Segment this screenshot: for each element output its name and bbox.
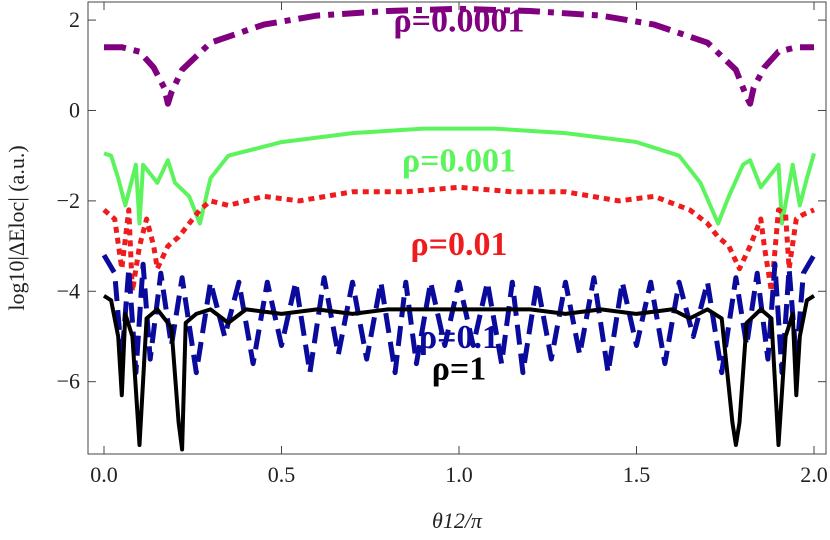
x-tick-label: 1.5 bbox=[623, 462, 651, 487]
y-axis-ticks: 2 0 −2 −4 −6 bbox=[57, 7, 826, 394]
series-label-2: ρ=0.01 bbox=[410, 226, 507, 263]
x-tick-label: 0.5 bbox=[268, 462, 296, 487]
y-tick-label: −4 bbox=[57, 278, 80, 303]
x-axis-label: θ12/π bbox=[432, 508, 483, 533]
y-tick-label: −6 bbox=[57, 369, 80, 394]
series-line-4 bbox=[102, 294, 816, 452]
series-label-1: ρ=0.001 bbox=[402, 143, 516, 180]
y-axis-label: log10|ΔEloc| (a.u.) bbox=[4, 145, 29, 310]
series-line-3 bbox=[101, 253, 817, 376]
x-axis-ticks: 0.0 0.5 1.0 1.5 2.0 bbox=[90, 2, 828, 487]
series-layer bbox=[101, 5, 817, 452]
series-label-3: ρ=0.1 bbox=[419, 319, 499, 356]
x-tick-label: 2.0 bbox=[800, 462, 828, 487]
y-tick-label: 0 bbox=[69, 97, 80, 122]
series-label-4: ρ=1 bbox=[432, 350, 487, 387]
x-tick-label: 1.0 bbox=[445, 462, 473, 487]
y-tick-label: −2 bbox=[57, 188, 80, 213]
x-tick-label: 0.0 bbox=[90, 462, 118, 487]
plot-frame bbox=[87, 1, 827, 455]
y-tick-label: 2 bbox=[69, 7, 80, 32]
series-line-2 bbox=[102, 184, 815, 294]
series-line-1 bbox=[103, 126, 816, 226]
series-line-0 bbox=[104, 5, 814, 107]
